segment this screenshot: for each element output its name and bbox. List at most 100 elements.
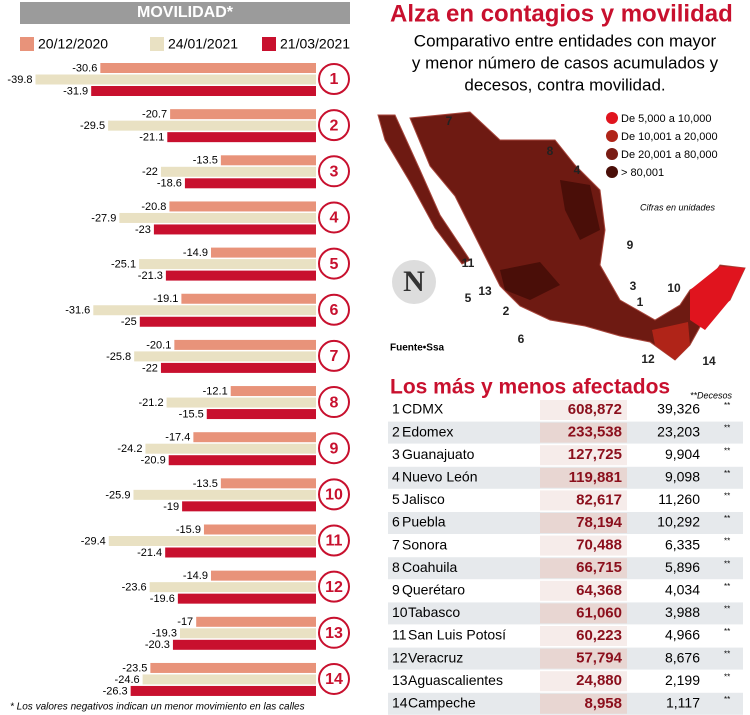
map-label: 3 — [630, 279, 637, 293]
cases: 57,794 — [576, 650, 623, 667]
value-label: -20.7 — [142, 109, 167, 121]
state: Sonora — [402, 536, 447, 552]
value-label: -25.8 — [106, 351, 131, 363]
map-label: 8 — [547, 144, 554, 158]
value-label: -13.5 — [193, 155, 218, 167]
bar — [139, 259, 316, 270]
deaths-mark: ** — [724, 424, 730, 433]
page-title: Alza en contagios y movilidad — [390, 0, 733, 27]
map-legend-label: > 80,001 — [621, 167, 664, 179]
map-region — [500, 262, 560, 300]
bar — [133, 489, 316, 500]
deaths: 8,676 — [665, 649, 700, 665]
cases: 127,725 — [568, 446, 622, 463]
rank: 4 — [392, 469, 400, 485]
value-label: -19.1 — [153, 293, 178, 305]
cases-cell — [540, 580, 627, 601]
value-label: -14.9 — [183, 247, 208, 259]
value-label: -24.2 — [117, 443, 142, 455]
map-label: 14 — [702, 354, 716, 368]
table-header: **Decesos — [690, 390, 733, 400]
cases-cell — [540, 603, 627, 624]
value-label: -24.6 — [115, 674, 140, 686]
rank: 6 — [392, 514, 400, 530]
map-region — [377, 114, 471, 265]
cases: 61,060 — [576, 604, 622, 621]
deaths-mark: ** — [724, 401, 730, 410]
legend-swatch — [262, 37, 276, 51]
deaths: 4,966 — [665, 627, 700, 643]
value-label: -21.3 — [138, 270, 163, 282]
value-label: -20.1 — [146, 339, 171, 351]
state: Campeche — [408, 695, 476, 711]
cases-cell — [540, 535, 627, 556]
state: Veracruz — [408, 649, 463, 665]
deaths-mark: ** — [724, 514, 730, 523]
value-label: -20.3 — [145, 639, 170, 651]
category-label: 3 — [330, 164, 339, 181]
value-label: -19 — [163, 501, 179, 513]
map-legend-dot — [606, 148, 618, 160]
cases-cell — [540, 445, 627, 466]
value-label: -31.6 — [65, 305, 90, 317]
map-label: 4 — [574, 163, 581, 177]
state: Edomex — [402, 423, 453, 439]
bar — [166, 397, 316, 408]
bar — [230, 386, 316, 397]
bar — [93, 305, 317, 316]
map-label: 7 — [446, 114, 453, 128]
deaths-mark: ** — [724, 446, 730, 455]
legend-swatch — [150, 37, 164, 51]
map-label: 13 — [478, 284, 492, 298]
bar — [150, 662, 316, 673]
value-label: -18.6 — [157, 178, 182, 190]
bar — [134, 351, 316, 362]
bar — [149, 582, 316, 593]
rank: 9 — [392, 582, 400, 598]
deaths-mark: ** — [724, 695, 730, 704]
deaths: 6,335 — [665, 536, 700, 552]
value-label: -39.8 — [7, 74, 32, 86]
map-legend-dot — [606, 112, 618, 124]
cases-cell — [540, 513, 627, 533]
rank-badge — [318, 155, 350, 188]
deaths: 23,203 — [657, 423, 700, 439]
state: Jalisco — [402, 491, 445, 507]
bar — [206, 409, 316, 420]
value-label: -17.4 — [165, 432, 190, 444]
cases: 82,617 — [576, 491, 622, 508]
bar — [160, 166, 316, 177]
category-label: 6 — [330, 302, 339, 319]
value-label: -20.8 — [141, 201, 166, 213]
deaths-mark: ** — [724, 559, 730, 568]
map-label: 2 — [503, 304, 510, 318]
state: Puebla — [402, 514, 446, 530]
rank: 13 — [392, 672, 408, 688]
rank: 7 — [392, 536, 400, 552]
category-label: 9 — [330, 440, 339, 457]
state: Aguascalientes — [408, 672, 503, 688]
bar — [160, 362, 316, 373]
rank-badge — [318, 247, 350, 280]
value-label: -15.5 — [179, 408, 204, 420]
deaths-mark: ** — [724, 537, 730, 546]
map-label: 9 — [627, 238, 634, 252]
bar — [142, 674, 316, 685]
value-label: -20.9 — [141, 455, 166, 467]
rank: 2 — [392, 423, 400, 439]
rank: 8 — [392, 559, 400, 575]
rank-badge — [318, 662, 350, 695]
cases-cell — [540, 490, 627, 511]
category-label: 14 — [325, 671, 343, 688]
deaths: 3,988 — [665, 604, 700, 620]
map: N Cifras en unidades Fuente•Ssa — [377, 111, 746, 361]
cases: 78,194 — [576, 514, 623, 531]
cases-cell — [540, 671, 627, 692]
state: CDMX — [402, 401, 444, 417]
cases-cell — [540, 400, 627, 420]
bar — [91, 86, 316, 96]
cases: 233,538 — [568, 424, 622, 441]
rank-badge — [318, 616, 350, 649]
map-legend-dot — [606, 166, 618, 178]
map-note: Cifras en unidades — [640, 202, 716, 212]
